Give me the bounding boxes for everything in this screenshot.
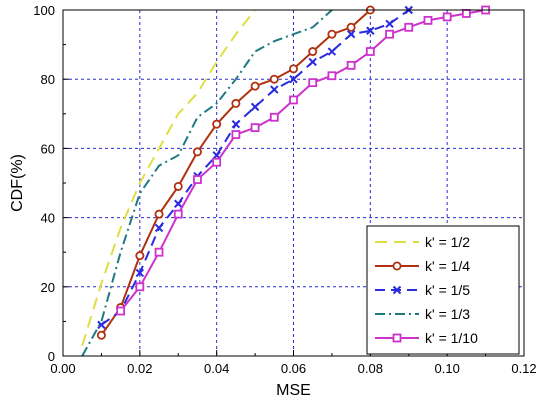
data-point-square [231, 130, 241, 139]
data-point-square [116, 306, 126, 316]
legend-label: k' = 1/10 [425, 330, 478, 346]
data-point-x [154, 223, 164, 233]
data-point-square [385, 29, 394, 39]
series-line [100, 9, 410, 326]
data-point-x [135, 268, 145, 278]
data-point-x [289, 74, 298, 84]
data-point-x-stroke [289, 74, 298, 84]
y-tick-label: 0 [48, 349, 55, 364]
y-tick-label: 100 [33, 3, 55, 18]
legend-item: k' = 1/4 [375, 258, 470, 274]
x-tick-label: 0.06 [281, 361, 306, 376]
series-line [81, 9, 256, 346]
data-point-circle [231, 98, 241, 108]
data-point-square [461, 9, 471, 18]
data-point-x [308, 57, 317, 67]
data-point-x-stroke [366, 26, 375, 35]
data-point-x-stroke [392, 285, 402, 295]
x-tick-label: 0.08 [358, 361, 383, 376]
legend-label: k' = 1/3 [425, 306, 470, 322]
data-point-circle [269, 74, 279, 84]
data-point-x-stroke [385, 19, 394, 29]
data-point-square [365, 47, 375, 56]
data-point-square [154, 247, 164, 257]
data-point-x-stroke [346, 30, 356, 39]
data-point-square [308, 78, 318, 88]
data-point-circle [173, 181, 183, 191]
data-point-square [269, 112, 279, 122]
series-3 [81, 9, 333, 357]
data-point-x [270, 85, 279, 94]
series-0 [81, 9, 256, 346]
data-point-circle [96, 330, 106, 340]
data-point-circle [250, 81, 260, 91]
data-point-circle [288, 64, 298, 74]
data-point-square [346, 60, 356, 70]
data-point-x [250, 102, 260, 112]
data-point-square [135, 282, 145, 292]
data-point-x-stroke [97, 320, 106, 330]
data-point-x [174, 199, 183, 208]
data-point-square [423, 15, 433, 25]
legend-label: k' = 1/4 [425, 258, 470, 274]
legend-item: k' = 1/10 [375, 330, 478, 346]
x-tick-label: 0.00 [50, 361, 75, 376]
data-point-square [392, 333, 402, 343]
data-point-circle [327, 29, 337, 39]
data-point-square [250, 123, 260, 133]
legend: k' = 1/2 k' = 1/4 k' = 1/5 k' = 1/3 k' = 1/1… [366, 225, 520, 355]
data-point-x [392, 285, 402, 295]
data-point-x [231, 119, 241, 129]
legend-label: k' = 1/2 [425, 234, 470, 250]
x-tick-label: 0.10 [435, 361, 460, 376]
legend-label: k' = 1/5 [425, 282, 470, 298]
legend-item: k' = 1/2 [375, 234, 470, 250]
data-point-x-stroke [250, 102, 260, 112]
x-tick-label: 0.04 [204, 361, 229, 376]
data-point-x [366, 26, 375, 35]
data-point-square [193, 175, 202, 184]
data-point-x-stroke [154, 223, 164, 233]
x-axis-label: MSE [276, 382, 311, 399]
data-point-circle [135, 251, 145, 261]
data-point-x [97, 320, 106, 330]
y-tick-label: 40 [41, 211, 55, 226]
legend-item: k' = 1/5 [375, 282, 470, 298]
data-point-x-stroke [174, 199, 183, 208]
data-point-circle [346, 22, 356, 32]
x-tick-label: 0.12 [511, 361, 536, 376]
data-point-circle [192, 147, 202, 157]
data-point-x-stroke [308, 57, 317, 67]
data-point-x [346, 30, 356, 39]
data-point-x-stroke [327, 47, 337, 56]
data-point-x [385, 19, 394, 29]
y-tick-label: 80 [41, 72, 55, 87]
data-point-square [173, 209, 183, 219]
data-point-square [212, 157, 222, 167]
data-point-x-stroke [135, 268, 145, 278]
data-point-x-stroke [212, 151, 221, 160]
legend-item: k' = 1/3 [375, 306, 470, 322]
series-2 [97, 5, 413, 330]
y-tick-label: 60 [41, 141, 55, 156]
data-point-square [289, 95, 298, 105]
data-point-square [404, 22, 414, 32]
data-point-x [327, 47, 337, 56]
data-point-circle [154, 209, 164, 219]
data-point-square [327, 71, 337, 81]
data-point-circle [392, 261, 402, 271]
x-tick-label: 0.02 [127, 361, 152, 376]
data-point-x-stroke [231, 119, 241, 129]
y-axis-label: CDF(%) [9, 154, 26, 212]
data-point-x-stroke [270, 85, 279, 94]
data-point-circle [212, 119, 222, 129]
y-tick-label: 20 [41, 280, 55, 295]
series-line [81, 9, 333, 357]
data-point-circle [308, 47, 318, 57]
data-point-square [442, 12, 452, 22]
axes: 0.00 0.02 0.04 0.06 0.08 0.10 0.12 0 20 40 60 80 100 [33, 3, 536, 376]
